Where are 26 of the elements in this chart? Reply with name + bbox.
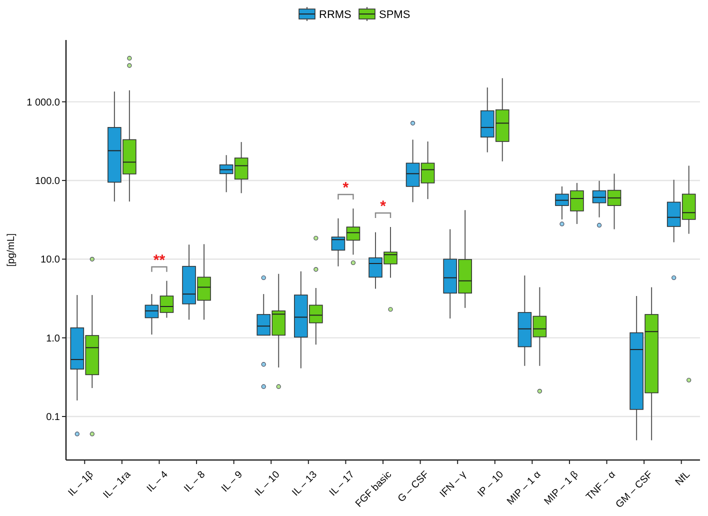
x-tick-label: IL – 1ra <box>102 468 134 501</box>
x-tick-label: NfL <box>674 468 693 488</box>
y-axis-title: [pg/mL] <box>6 233 17 267</box>
x-tick-label: G – CSF <box>396 469 432 505</box>
annotation: ** <box>153 252 166 269</box>
x-tick-label: IL – 8 <box>182 468 208 495</box>
annotation: * <box>380 198 386 216</box>
x-tick-label: IL – 1β <box>66 469 96 499</box>
x-tick-label: IL – 10 <box>253 468 282 498</box>
y-tick-label: 10.0 <box>40 254 60 266</box>
x-tick-label: IFN – γ <box>438 469 469 500</box>
x-tick-label: IL – 9 <box>220 468 246 495</box>
x-tick-label: GM – CSF <box>614 469 656 510</box>
legend-label: RRMS <box>319 9 352 21</box>
y-tick-label: 0.1 <box>46 412 60 424</box>
x-tick-label: IL – 13 <box>290 468 320 498</box>
annotation: * <box>342 180 349 197</box>
x-tick-label: MIP – 1 α <box>505 469 544 508</box>
y-tick-label: 1.0 <box>46 333 60 344</box>
y-tick-label: 100.0 <box>34 176 60 187</box>
x-tick-label: IP – 10 <box>476 468 506 500</box>
x-tick-label: IL – 4 <box>145 468 171 495</box>
x-tick-label: IL – 17 <box>328 468 358 498</box>
x-tick-label: MIP – 1 β <box>542 469 581 508</box>
y-tick-label: 1 000.0 <box>26 97 60 108</box>
legend-label: SPMS <box>379 9 410 21</box>
